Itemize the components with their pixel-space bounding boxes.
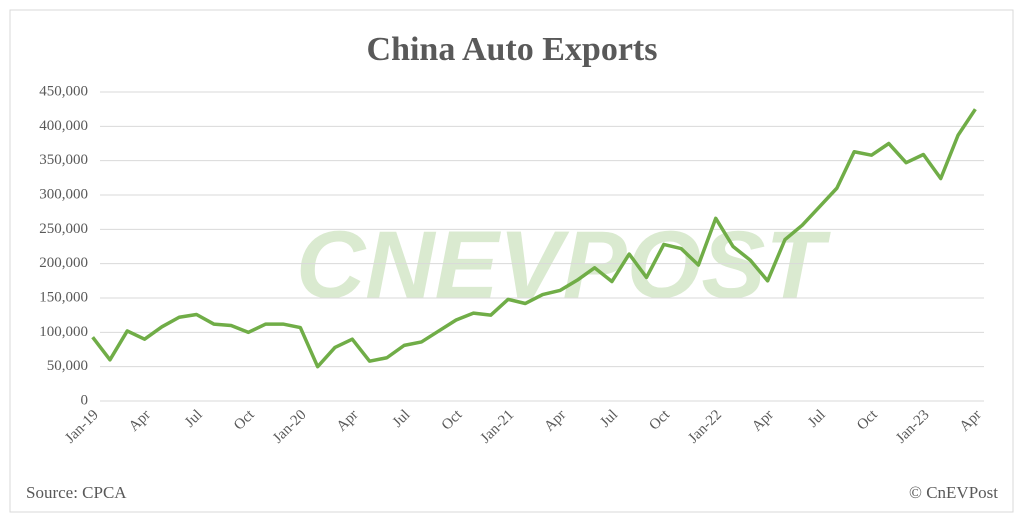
y-tick-label: 300,000 <box>39 186 88 202</box>
chart-frame <box>9 9 1014 513</box>
watermark: CNEVPOST <box>296 211 831 318</box>
chart-title: China Auto Exports <box>367 31 658 68</box>
y-tick-label: 150,000 <box>39 289 88 305</box>
y-tick-label: 0 <box>81 392 89 408</box>
y-tick-label: 400,000 <box>39 118 88 134</box>
data-line <box>91 108 977 369</box>
y-tick-label: 200,000 <box>39 255 88 271</box>
y-tick-label: 450,000 <box>39 83 88 99</box>
y-tick-label: 50,000 <box>47 358 88 374</box>
credit: © CnEVPost <box>909 483 998 502</box>
y-tick-label: 350,000 <box>39 152 88 168</box>
y-tick-label: 250,000 <box>39 221 88 237</box>
source: Source: CPCA <box>26 483 127 502</box>
y-tick-label: 100,000 <box>39 324 88 340</box>
